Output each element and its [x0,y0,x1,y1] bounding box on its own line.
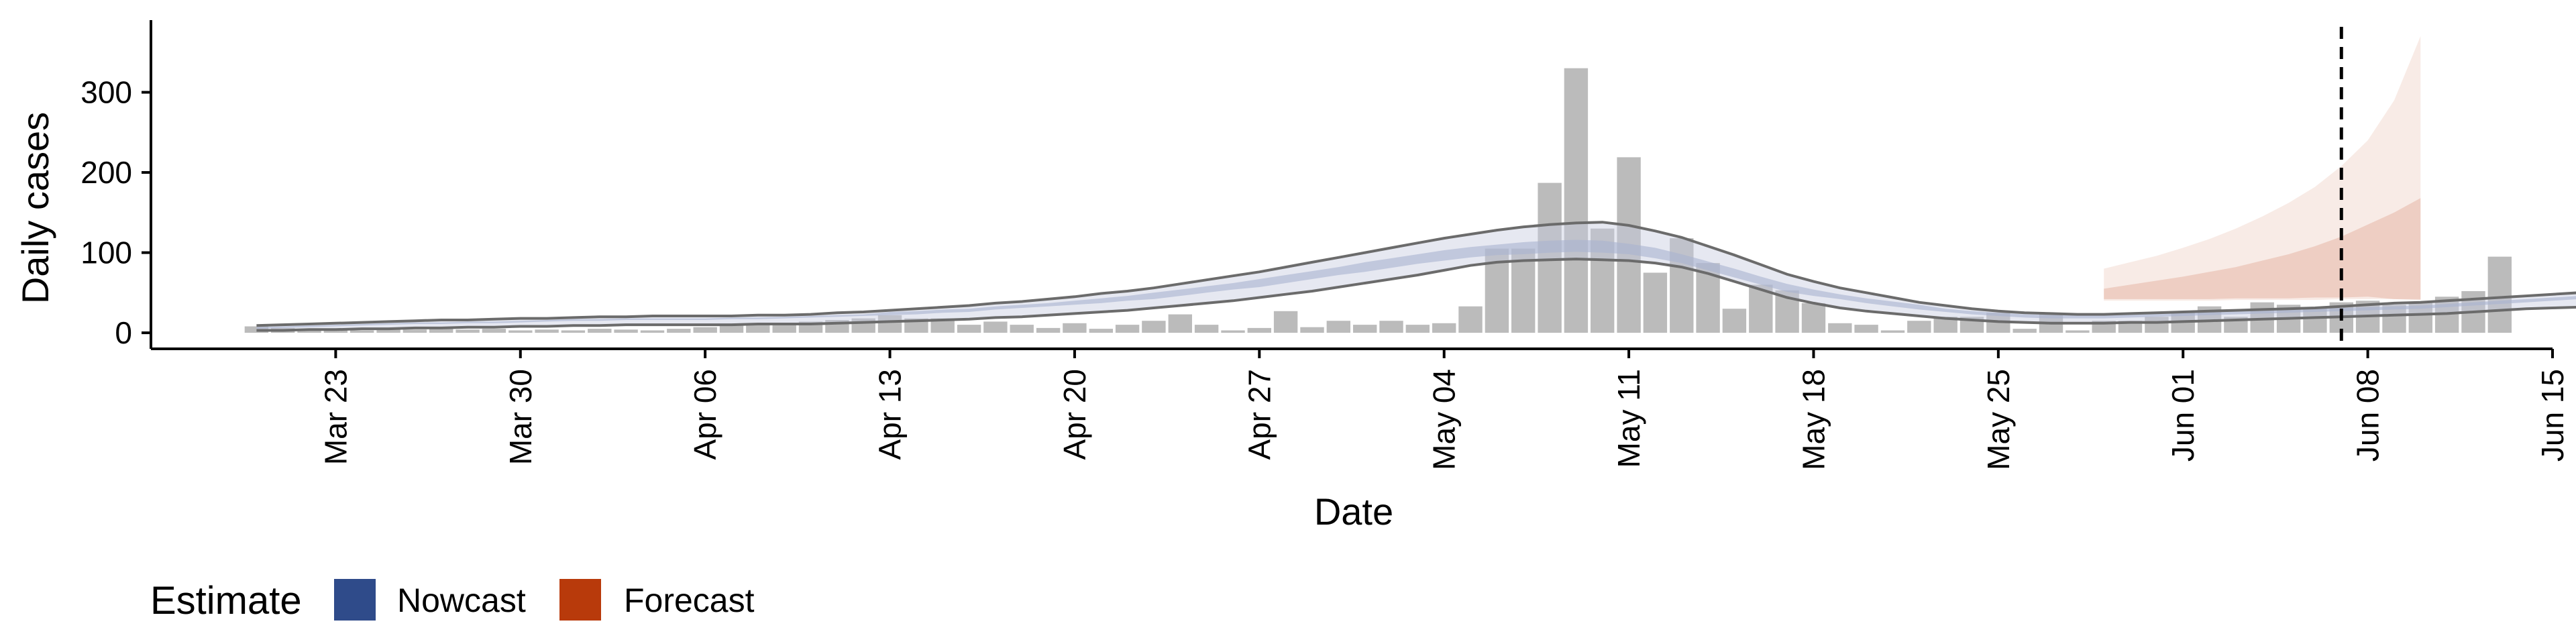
y-tick-label: 100 [80,235,132,270]
legend-title: Estimate [150,579,302,623]
case-bar [2487,256,2512,333]
case-bar [1194,325,1219,333]
x-tick-label: Apr 27 [1242,369,1277,460]
case-bar [1300,327,1324,333]
case-bar [1538,182,1562,333]
case-bar [1458,306,1483,333]
case-bar [402,329,427,333]
legend-swatch-forecast [559,579,601,621]
case-bar [614,329,638,333]
y-tick-label: 200 [80,155,132,190]
x-tick-label: Apr 20 [1057,369,1092,460]
y-tick-label: 0 [115,315,132,350]
x-tick-label: Jun 01 [2165,369,2200,462]
case-bar [1722,309,1747,333]
x-tick-label: May 25 [1981,369,2016,470]
y-axis-title: Daily cases [14,112,56,304]
x-tick-label: Apr 13 [873,369,908,460]
nowcast-lower-line [256,258,2576,332]
x-axis-title: Date [1314,490,1393,533]
case-bar [1828,323,1852,333]
case-bar [667,329,691,333]
case-bar [350,330,374,333]
case-bar [1643,272,1668,333]
case-bar [640,330,665,333]
legend-swatch-nowcast [334,579,376,621]
x-tick-label: Jun 15 [2535,369,2570,462]
legend-label-nowcast: Nowcast [397,582,526,619]
case-bar [508,330,533,333]
case-bar [1273,311,1298,333]
case-bar [1063,323,1087,333]
case-bar [1511,248,1536,333]
case-bar [482,329,506,333]
case-bar [746,325,770,333]
case-bar [1010,325,1034,333]
case-bar [1432,323,1456,333]
case-bar [1801,303,1826,333]
nowcast-upper-line [256,221,2576,327]
case-bar [772,323,796,333]
case-bar [1933,317,1957,333]
case-bar [1142,321,1166,333]
case-bar [1353,325,1377,333]
x-tick-label: Mar 30 [503,369,538,465]
x-tick-label: Mar 23 [318,369,353,465]
x-tick-label: Apr 06 [688,369,722,460]
case-bar [1907,321,1931,333]
case-bar [877,315,902,333]
case-bar [297,329,321,333]
nowcast-50-ribbon [256,239,2576,329]
case-bar [1115,325,1140,333]
x-tick-label: May 11 [1611,369,1646,468]
case-bar [1247,327,1271,333]
case-bar [1168,314,1192,333]
case-bar [535,329,559,333]
case-bar [1326,321,1350,333]
case-bar [2250,302,2274,333]
legend-label-forecast: Forecast [624,582,755,619]
case-bar [1379,321,1403,333]
case-bar [693,327,717,333]
nowcast-bound-lines [256,221,2576,332]
case-bar [588,329,612,333]
case-bar [2145,317,2169,333]
case-bar [957,325,981,333]
case-bar [2065,330,2090,333]
case-bar [930,318,955,333]
axes: 0 100 200 300 Mar 23 Mar 30 Apr 06 Apr 13 Apr 20… [80,20,2570,470]
forecast-ribbons [2104,36,2421,301]
legend: Estimate Nowcast Forecast [150,579,755,623]
case-bar [429,327,453,333]
case-bar [1564,68,1589,333]
case-bar [719,325,744,333]
case-bar [1221,330,1245,333]
case-bar [2012,329,2037,333]
case-bar [1880,330,1905,333]
case-bar [561,330,586,333]
y-tick-label: 300 [80,75,132,110]
case-bar [1036,327,1061,333]
x-tick-label: Jun 08 [2351,369,2385,462]
case-bar [1089,329,1113,333]
case-bar [983,321,1008,333]
case-bar [1854,325,1878,333]
x-tick-label: May 04 [1427,369,1462,470]
case-bar [376,329,400,333]
case-bar [455,329,480,333]
x-tick-label: May 18 [1796,369,1831,470]
case-bar [1405,325,1430,333]
